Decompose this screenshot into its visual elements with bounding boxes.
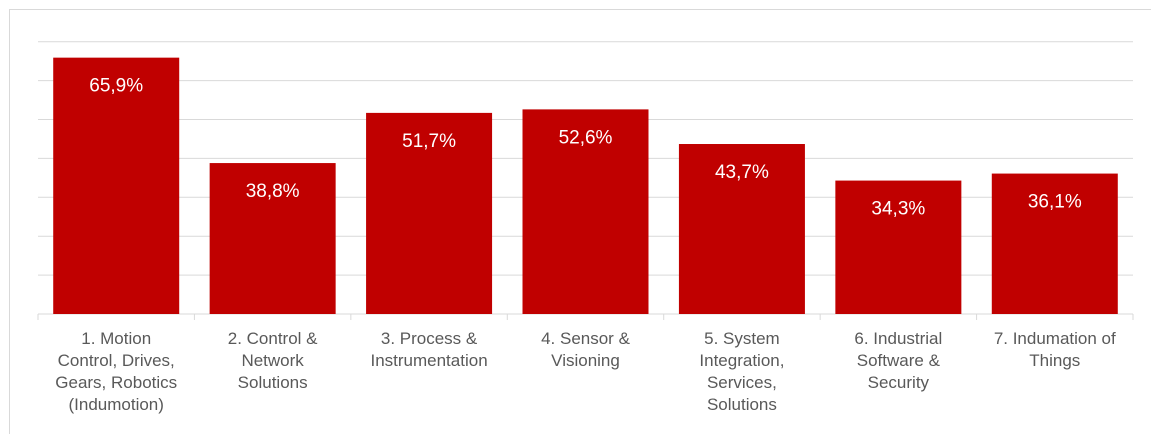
category-label: 3. Process & Instrumentation (370, 329, 487, 370)
bar-value-label: 52,6% (559, 127, 613, 148)
bar-value-label: 34,3% (871, 199, 925, 220)
bar (366, 112, 493, 315)
bar-value-label: 43,7% (715, 162, 769, 183)
category-label: 4. Sensor & Visioning (541, 329, 630, 370)
bar (678, 144, 805, 314)
bar (835, 180, 962, 314)
bar (53, 57, 180, 315)
bar-value-label: 38,8% (246, 181, 300, 202)
bar-value-label: 65,9% (89, 76, 143, 97)
bar-value-label: 36,1% (1028, 192, 1082, 213)
bar (209, 163, 336, 314)
category-label: 5. System Integration, Services, Solutions (699, 329, 784, 414)
category-label: 1. Motion Control, Drives, Gears, Robotics… (55, 329, 177, 414)
bar (522, 109, 649, 314)
bar (991, 173, 1118, 314)
category-label: 6. Industrial Software & Security (854, 329, 942, 392)
chart-frame (9, 9, 1151, 434)
category-label: 2. Control & Network Solutions (228, 329, 318, 392)
category-label: 7. Indumation of Things (994, 329, 1116, 370)
bar-value-label: 51,7% (402, 131, 456, 152)
